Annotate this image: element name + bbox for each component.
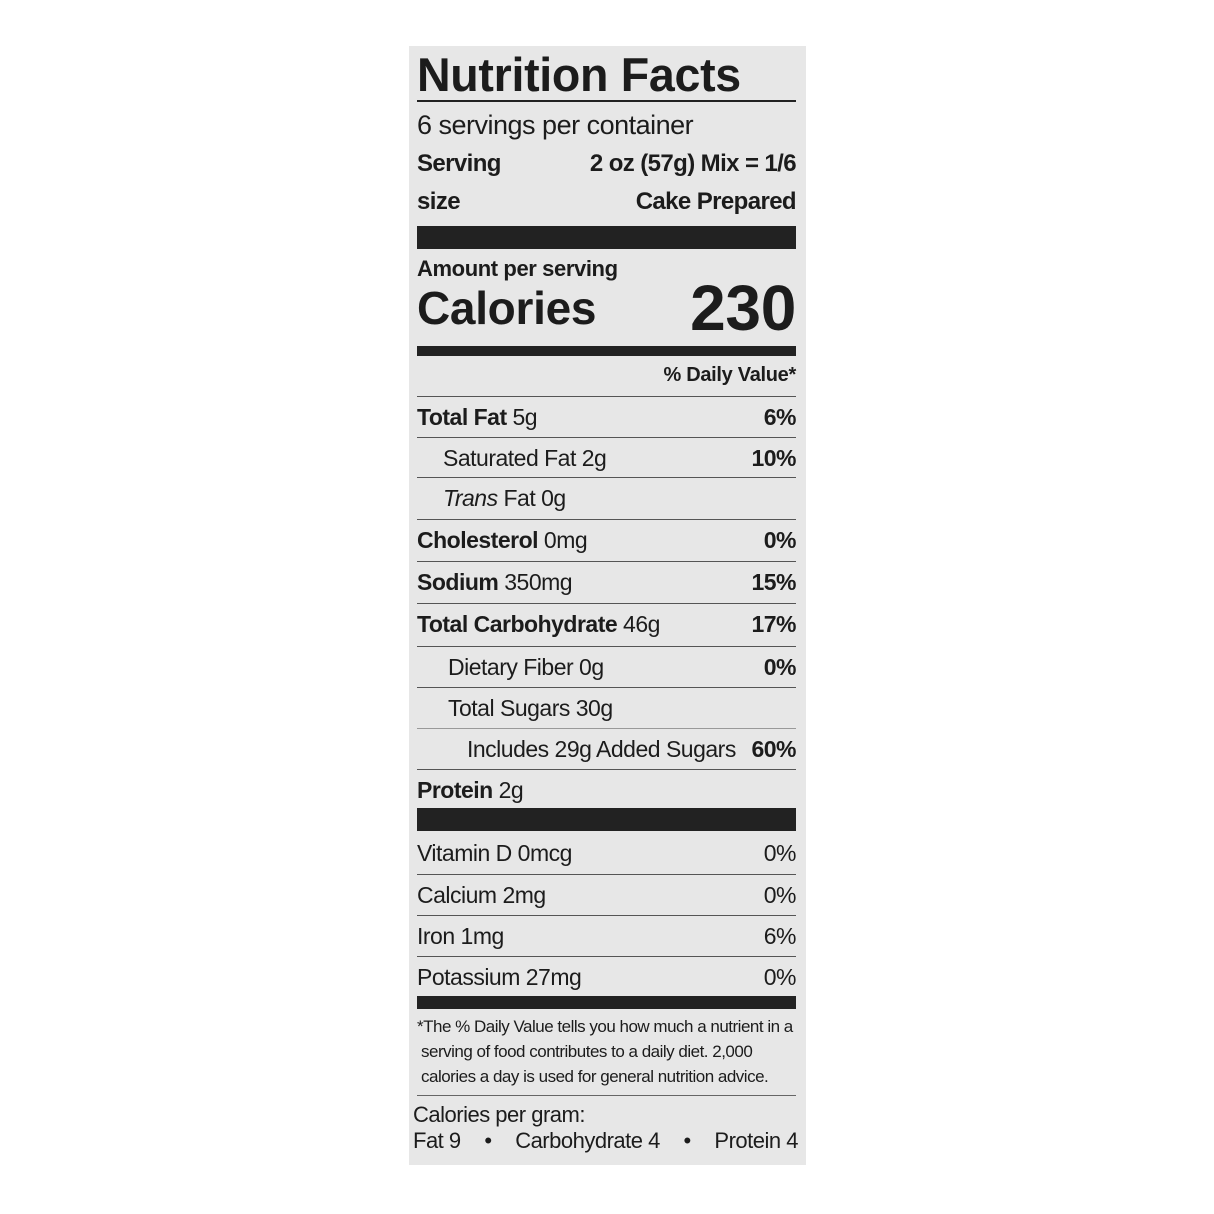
serving-size-label: Serving [417, 150, 501, 177]
vitamin-row-calcium: Calcium 2mg 0% [417, 874, 797, 915]
nutrient-row-total-fat: Total Fat 5g 6% [417, 396, 797, 437]
servings-per-container: 6 servings per container [417, 110, 694, 140]
medium-bar [417, 346, 796, 356]
serving-size-label-2: size [417, 188, 461, 215]
daily-value-header: % Daily Value* [663, 364, 796, 386]
vitamin-row-iron: Iron 1mg 6% [417, 915, 797, 956]
divider [417, 1095, 796, 1096]
calories-value: 230 [690, 272, 796, 344]
nutrient-row-total-sugars: Total Sugars 30g [417, 687, 796, 728]
nutrient-row-added-sugars: Includes 29g Added Sugars 60% [417, 728, 796, 769]
serving-size-value-2: Cake Prepared [635, 188, 797, 215]
nutrient-row-protein: Protein 2g [417, 769, 796, 810]
serving-size-value: 2 oz (57g) Mix = 1/6 [589, 150, 797, 177]
nutrient-row-trans-fat: Trans Fat 0g [417, 477, 796, 518]
amount-per-serving: Amount per serving [417, 256, 618, 281]
nutrient-row-dietary-fiber: Dietary Fiber 0g 0% [417, 646, 797, 687]
label-title: Nutrition Facts [417, 48, 741, 101]
vitamin-row-potassium: Potassium 27mg 0% [417, 956, 797, 997]
divider [417, 100, 796, 102]
nutrition-facts-label: Nutrition Facts 6 servings per container… [409, 46, 806, 1165]
serving-size-line1: Serving 2 oz (57g) Mix = 1/6 [417, 149, 797, 179]
calories-per-gram-label: Calories per gram: [413, 1102, 585, 1127]
calories-label: Calories [417, 282, 597, 334]
nutrient-row-cholesterol: Cholesterol 0mg 0% [417, 519, 797, 560]
medium-bar [417, 996, 796, 1009]
nutrient-row-saturated-fat: Saturated Fat 2g 10% [417, 437, 796, 478]
calories-row: Calories 230 [417, 272, 796, 344]
nutrient-row-sodium: Sodium 350mg 15% [417, 561, 796, 602]
thick-bar [417, 226, 796, 249]
calories-per-gram-values: Fat 9 • Carbohydrate 4 • Protein 4 [413, 1128, 798, 1153]
serving-size-line2: size Cake Prepared [417, 187, 797, 217]
thick-bar [417, 808, 796, 831]
vitamin-row-vitamin-d: Vitamin D 0mcg 0% [417, 840, 797, 866]
nutrient-row-total-carbohydrate: Total Carbohydrate 46g 17% [417, 603, 796, 644]
daily-value-footnote: *The % Daily Value tells you how much a … [417, 1017, 793, 1086]
